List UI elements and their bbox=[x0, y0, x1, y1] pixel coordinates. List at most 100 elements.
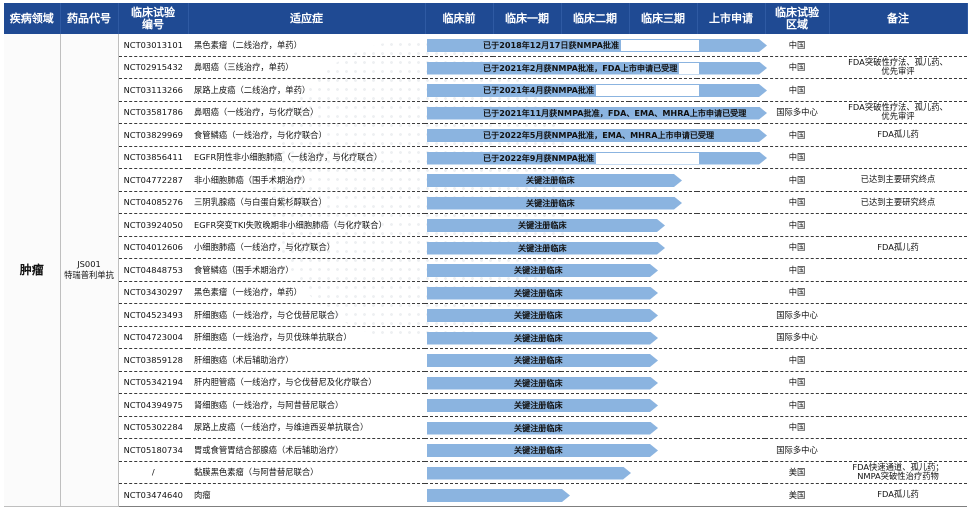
table-row: NCT04523493 肝细胞癌（一线治疗，与仑伐替尼联合） 关键注册临床 国际多中心 bbox=[4, 303, 967, 327]
stage-label: 关键注册临床 bbox=[514, 265, 563, 275]
stage-label: 已于2018年12月17日获NMPA批准 bbox=[483, 40, 620, 50]
stage-label: 关键注册临床 bbox=[514, 287, 563, 298]
stage-label: 关键注册临床 bbox=[518, 220, 567, 230]
table-row: NCT03430297 黑色素瘤（一线治疗，单药） 关键注册临床 中国 bbox=[4, 281, 967, 304]
trial-region: 中国 bbox=[765, 34, 829, 57]
nct-number: NCT04085276 bbox=[118, 191, 188, 214]
pending-stage-gap bbox=[679, 62, 699, 74]
table-row: NCT03113266 尿路上皮癌（二线治疗，单药） 已于2021年4月获NMPA批… bbox=[4, 78, 967, 102]
stage-progress-cell: 关键注册临床 bbox=[425, 258, 765, 282]
table-row: NCT03924050 EGFR突变TKI失败晚期非小细胞肺癌（与化疗联合） 关键注… bbox=[4, 213, 967, 237]
trial-region: 中国 bbox=[765, 258, 829, 282]
pending-stage-gap bbox=[596, 85, 699, 96]
stage-arrow bbox=[427, 309, 658, 322]
indication: 尿路上皮癌（二线治疗，单药） bbox=[188, 78, 425, 102]
nct-number: NCT03474640 bbox=[118, 483, 188, 507]
header-nct: 临床试验 编号 bbox=[118, 3, 189, 34]
stage-progress-cell: 关键注册临床 bbox=[425, 236, 765, 259]
header-notes: 备注 bbox=[829, 3, 968, 34]
indication: 胃或食管胃结合部腺癌（术后辅助治疗） bbox=[188, 438, 425, 462]
table-row: NCT05302284 尿路上皮癌（一线治疗，与维迪西妥单抗联合） 关键注册临床 中国 bbox=[4, 416, 967, 439]
nct-number: NCT04394975 bbox=[118, 393, 188, 417]
pipeline-table: 疾病领域 药品代号 临床试验 编号 适应症 临床前 临床一期 临床二期 临床三期… bbox=[4, 3, 968, 507]
stage-arrow bbox=[427, 174, 682, 187]
nct-number: NCT05180734 bbox=[118, 438, 188, 462]
trial-region: 国际多中心 bbox=[765, 101, 829, 124]
stage-progress-cell: 已于2022年9月获NMPA批准 bbox=[425, 146, 765, 169]
stage-label: 已于2022年9月获NMPA批准 bbox=[483, 152, 595, 163]
stage-arrow bbox=[427, 287, 658, 300]
table-header-row: 疾病领域 药品代号 临床试验 编号 适应症 临床前 临床一期 临床二期 临床三期… bbox=[4, 3, 968, 34]
table-row: NCT03856411 EGFR阴性非小细胞肺癌（一线治疗，与化疗联合） 已于202… bbox=[4, 146, 967, 169]
note bbox=[829, 34, 967, 57]
note bbox=[829, 213, 967, 237]
stage-label: 关键注册临床 bbox=[514, 355, 563, 365]
indication: EGFR阴性非小细胞肺癌（一线治疗，与化疗联合） bbox=[188, 146, 425, 169]
indication: 肾细胞癌（一线治疗，与阿昔替尼联合） bbox=[188, 393, 425, 417]
header-preclinical: 临床前 bbox=[425, 3, 494, 34]
trial-region: 美国 bbox=[765, 483, 829, 507]
stage-label: 关键注册临床 bbox=[514, 377, 563, 388]
stage-progress-cell: 关键注册临床 bbox=[425, 438, 765, 462]
note bbox=[829, 416, 967, 439]
trial-region: 中国 bbox=[765, 168, 829, 192]
note: FDA快速通道、孤儿药； NMPA突破性治疗药物 bbox=[829, 461, 967, 484]
note: FDA孤儿药 bbox=[829, 236, 967, 259]
indication: 尿路上皮癌（一线治疗，与维迪西妥单抗联合） bbox=[188, 416, 425, 439]
table-row: NCT03474640 肉瘤 美国 FDA孤儿药 bbox=[4, 483, 967, 507]
stage-arrow bbox=[427, 399, 658, 412]
note bbox=[829, 326, 967, 349]
note: 已达到主要研究终点 bbox=[829, 191, 967, 214]
header-region: 临床试验 区域 bbox=[765, 3, 830, 34]
stage-label: 关键注册临床 bbox=[514, 332, 563, 343]
stage-arrow bbox=[427, 354, 658, 367]
pending-stage-gap bbox=[596, 152, 699, 164]
indication: 黑色素瘤（一线治疗，单药） bbox=[188, 281, 425, 304]
indication: 三阴乳腺癌（与白蛋白紫杉醇联合） bbox=[188, 191, 425, 214]
stage-arrow bbox=[427, 467, 631, 480]
table-row: NCT05180734 胃或食管胃结合部腺癌（术后辅助治疗） 关键注册临床 国际多中心 bbox=[4, 438, 967, 462]
stage-label: 已于2022年5月获NMPA批准，EMA、MHRA上市申请已受理 bbox=[483, 130, 715, 140]
indication: 非小细胞肺癌（围手术期治疗） bbox=[188, 168, 425, 192]
trial-region: 中国 bbox=[765, 416, 829, 439]
stage-progress-cell: 已于2022年5月获NMPA批准，EMA、MHRA上市申请已受理 bbox=[425, 123, 767, 147]
stage-arrow bbox=[427, 129, 767, 142]
trial-region: 中国 bbox=[765, 191, 829, 214]
stage-arrow bbox=[427, 219, 665, 232]
indication: 食管鳞癌（一线治疗，与化疗联合） bbox=[188, 123, 425, 147]
stage-progress-cell: 关键注册临床 bbox=[425, 348, 765, 372]
nct-number: NCT03829969 bbox=[118, 123, 188, 147]
stage-label: 关键注册临床 bbox=[526, 197, 575, 208]
stage-progress-cell: 已于2021年2月获NMPA批准，FDA上市申请已受理 bbox=[425, 56, 765, 79]
nct-number: NCT02915432 bbox=[118, 56, 188, 79]
indication: 小细胞肺癌（一线治疗，与化疗联合） bbox=[188, 236, 425, 259]
table-row: NCT04772287 非小细胞肺癌（围手术期治疗） 关键注册临床 中国 已达到主要研究… bbox=[4, 168, 967, 192]
trial-region: 中国 bbox=[765, 213, 829, 237]
stage-progress-cell: 关键注册临床 bbox=[425, 168, 765, 192]
indication: 肉瘤 bbox=[188, 483, 425, 507]
disease-area-cell: 肿瘤 bbox=[4, 34, 61, 507]
stage-arrow bbox=[427, 197, 682, 210]
stage-progress-cell: 关键注册临床 bbox=[425, 393, 765, 417]
trial-region: 国际多中心 bbox=[765, 326, 829, 349]
stage-arrow bbox=[427, 377, 658, 390]
stage-arrow bbox=[427, 332, 658, 345]
table-row: NCT04394975 肾细胞癌（一线治疗，与阿昔替尼联合） 关键注册临床 中国 bbox=[4, 393, 967, 417]
header-filing: 上市申请 bbox=[697, 3, 766, 34]
note bbox=[829, 281, 967, 304]
stage-label: 已于2021年11月获NMPA批准，FDA、EMA、MHRA上市申请已受理 bbox=[483, 107, 747, 118]
indication: 鼻咽癌（一线治疗，与化疗联合） bbox=[188, 101, 425, 124]
nct-number: NCT04012606 bbox=[118, 236, 188, 259]
trial-region: 中国 bbox=[765, 146, 829, 169]
table-row: NCT04012606 小细胞肺癌（一线治疗，与化疗联合） 关键注册临床 中国 FDA孤… bbox=[4, 236, 967, 259]
header-area: 疾病领域 bbox=[4, 3, 61, 34]
note: FDA孤儿药 bbox=[829, 483, 967, 507]
note bbox=[829, 303, 967, 327]
nct-number: NCT04772287 bbox=[118, 168, 188, 192]
indication: 黏膜黑色素瘤（与阿昔替尼联合） bbox=[188, 461, 425, 484]
stage-arrow bbox=[427, 242, 665, 255]
indication: 食管鳞癌（围手术期治疗） bbox=[188, 258, 425, 282]
stage-progress-cell: 关键注册临床 bbox=[425, 191, 765, 214]
indication: 肝内胆管癌（一线治疗，与仑伐替尼及化疗联合） bbox=[188, 371, 425, 394]
stage-label: 关键注册临床 bbox=[514, 400, 563, 410]
